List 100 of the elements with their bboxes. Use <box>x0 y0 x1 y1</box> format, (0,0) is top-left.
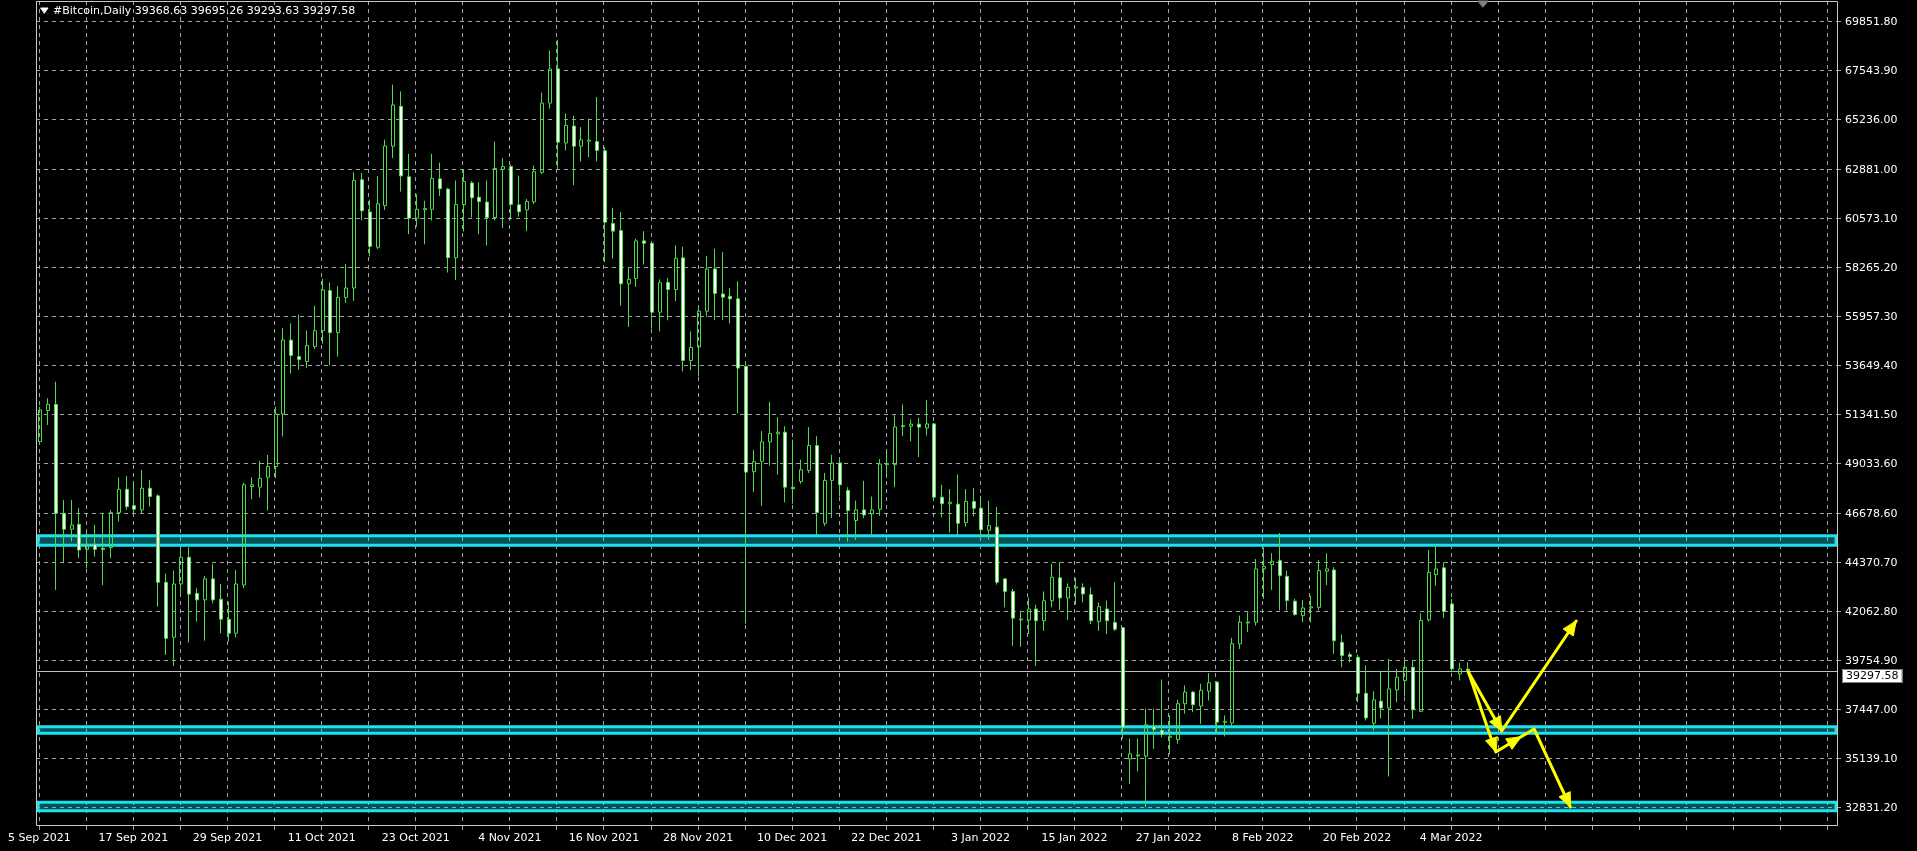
candlestick <box>642 230 646 265</box>
candlestick <box>1309 595 1313 624</box>
y-tick-label: 62881.00 <box>1845 162 1898 176</box>
candlestick <box>830 454 834 519</box>
candlestick <box>603 146 607 263</box>
candlestick <box>46 397 50 426</box>
candlestick <box>548 50 552 110</box>
x-tick-label: 11 Oct 2021 <box>287 831 356 845</box>
candlestick <box>760 430 764 507</box>
y-tick-label: 44370.70 <box>1845 555 1898 569</box>
candlestick <box>525 198 529 232</box>
candlestick <box>658 278 662 332</box>
candlestick <box>587 118 591 158</box>
x-tick-label: 29 Sep 2021 <box>192 831 263 845</box>
x-tick-label: 15 Jan 2022 <box>1041 831 1108 845</box>
candlestick <box>705 255 709 318</box>
candlestick <box>893 414 897 488</box>
candlestick <box>70 499 74 543</box>
y-tick-label: 69851.80 <box>1845 14 1898 28</box>
candlestick <box>1403 658 1407 697</box>
candlestick <box>823 472 827 527</box>
y-tick-label: 37447.00 <box>1845 702 1898 716</box>
candlestick <box>627 266 631 328</box>
candlestick <box>1270 552 1274 591</box>
candlestick <box>987 500 991 541</box>
candlestick <box>1262 546 1266 600</box>
candlestick <box>807 426 811 474</box>
candlestick <box>462 169 466 233</box>
candlestick <box>1027 596 1031 635</box>
x-tick-label: 4 Nov 2021 <box>478 831 542 845</box>
candlestick <box>1050 563 1054 608</box>
candlestick <box>1254 558 1258 627</box>
candlestick <box>752 449 756 493</box>
candlestick <box>925 399 929 437</box>
candlestick <box>595 96 599 162</box>
candlestick <box>234 569 238 638</box>
candlestick <box>305 330 309 369</box>
x-tick-label: 28 Nov 2021 <box>662 831 734 845</box>
x-tick-label: 8 Feb 2022 <box>1232 831 1294 845</box>
candlestick <box>203 575 207 642</box>
x-tick-label: 4 Mar 2022 <box>1419 831 1483 845</box>
candlestick <box>454 179 458 281</box>
candlestick <box>901 403 905 437</box>
y-tick-label: 53649.40 <box>1845 358 1898 372</box>
x-tick-label: 27 Jan 2022 <box>1135 831 1202 845</box>
candlestick <box>556 39 560 170</box>
candlestick <box>1019 610 1023 648</box>
candlestick <box>266 454 270 512</box>
chart-title: #Bitcoin,Daily 39368.63 39695.26 39293.63 39297.58 <box>53 3 356 17</box>
candlestick <box>313 305 317 350</box>
candlestick <box>321 278 325 345</box>
candlestick <box>85 529 89 569</box>
y-tick-label: 32831.20 <box>1845 800 1898 814</box>
candlestick <box>415 193 419 228</box>
y-tick-label: 60573.10 <box>1845 211 1898 225</box>
x-tick-label: 3 Jan 2022 <box>950 831 1010 845</box>
candlestick <box>352 171 356 302</box>
y-tick-label: 42062.80 <box>1845 604 1898 618</box>
candlestick <box>1387 658 1391 778</box>
candlestick <box>117 476 121 523</box>
candlestick <box>493 141 497 222</box>
candlestick <box>274 406 278 479</box>
candlestick <box>1427 549 1431 621</box>
candlestick <box>681 246 685 372</box>
candlestick <box>768 401 772 467</box>
candlestick <box>611 207 615 260</box>
candlestick <box>423 200 427 245</box>
candlestick <box>1128 738 1132 785</box>
candlestick <box>870 496 874 537</box>
candlestick <box>1442 561 1446 619</box>
x-tick-label: 17 Sep 2021 <box>98 831 169 845</box>
candlestick <box>1317 559 1321 612</box>
candlestick <box>1183 684 1187 715</box>
candlestick <box>964 488 968 528</box>
x-tick-label: 23 Oct 2021 <box>381 831 450 845</box>
x-tick-label: 10 Dec 2021 <box>757 831 828 845</box>
x-tick-label: 5 Sep 2021 <box>7 831 71 845</box>
y-tick-label: 35139.10 <box>1845 751 1898 765</box>
y-tick-label: 58265.20 <box>1845 260 1898 274</box>
candlestick <box>1246 611 1250 633</box>
candlestick <box>407 153 411 235</box>
candlestick <box>1325 552 1329 586</box>
x-tick-label: 16 Nov 2021 <box>568 831 640 845</box>
candlestick <box>376 175 380 250</box>
x-tick-label: 22 Dec 2021 <box>851 831 922 845</box>
candlestick <box>1168 714 1172 755</box>
ref-line-label: 39297.58 <box>1846 669 1899 683</box>
candlestick <box>344 263 348 304</box>
candlestick <box>281 327 285 437</box>
candlestick <box>1066 582 1070 621</box>
candlestick <box>854 500 858 541</box>
y-tick-label: 51341.50 <box>1845 407 1898 421</box>
candlestick <box>674 244 678 302</box>
candlestick <box>909 418 913 442</box>
candlestick <box>697 308 701 377</box>
candlestick <box>132 482 136 514</box>
candlestick <box>140 469 144 514</box>
y-tick-label: 67543.90 <box>1845 63 1898 77</box>
candlestick <box>1144 708 1148 808</box>
y-tick-label: 49033.60 <box>1845 456 1898 470</box>
